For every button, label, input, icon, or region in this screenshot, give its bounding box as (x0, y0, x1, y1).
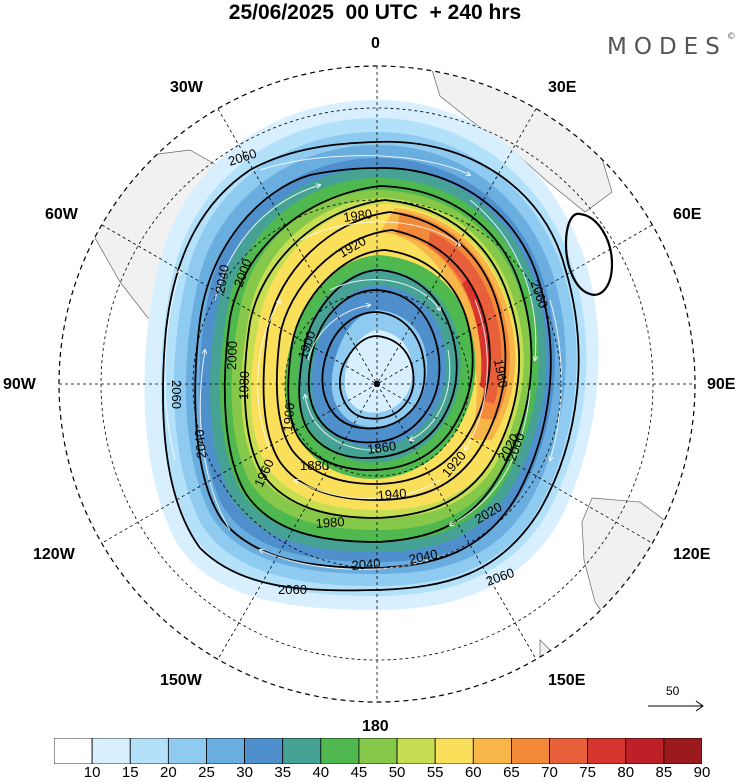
contour-1860 (339, 335, 415, 420)
longitude-label-90w: 90W (3, 376, 36, 393)
colorbar-tick-label: 25 (198, 764, 215, 781)
brand-text: MODES (607, 34, 727, 60)
contour-label: 2040 (192, 429, 209, 459)
contour-label: 1980 (236, 371, 252, 400)
wind-speed-shading (144, 100, 599, 610)
longitude-label-0: 0 (371, 35, 380, 52)
longitude-label-90e: 90E (707, 376, 736, 393)
colorbar-swatch (625, 738, 665, 764)
colorbar-swatch (549, 738, 589, 764)
contour-label: 2060 (278, 582, 307, 597)
colorbar-swatch (358, 738, 398, 764)
colorbar-swatch (244, 738, 284, 764)
longitude-label-30w: 30W (170, 79, 203, 96)
colorbar-tick-label: 55 (426, 764, 444, 781)
colorbar-swatch (472, 738, 512, 764)
map-title: 25/06/2025 00 UTC + 240 hrs (228, 1, 522, 24)
colorbar-swatch (434, 738, 474, 764)
contour-label: 1940 (377, 486, 407, 503)
colorbar-swatch (511, 738, 550, 764)
wind-streamlines (164, 155, 562, 570)
contour-label: 1980 (315, 514, 345, 531)
contour-1940 (287, 249, 474, 471)
colorbar-swatch (320, 738, 360, 764)
contour-label: 1900 (280, 402, 297, 432)
colorbar-swatch (129, 738, 169, 764)
contour-label: 2040 (212, 263, 232, 294)
colorbar-swatch (663, 738, 702, 764)
colorbar-tick-label: 30 (236, 764, 253, 781)
center-calm (344, 330, 413, 413)
colorbar-swatch (91, 738, 131, 764)
contour-label: 2060 (169, 380, 184, 409)
contour-label: 1960 (491, 358, 511, 389)
contour-label: 1860 (366, 438, 397, 457)
colorbar-tick-label: 15 (121, 764, 139, 781)
colorbar-tick-label: 70 (541, 764, 558, 781)
colorbar-tick-label: 20 (160, 764, 177, 781)
colorbar-swatch (587, 738, 627, 764)
wind-speed-colorbar (54, 738, 702, 764)
colorbar-tick-label: 75 (579, 764, 596, 781)
contour-high-60e (564, 212, 614, 296)
colorbar-tick-label: 60 (464, 764, 482, 781)
longitude-label-120e: 120E (673, 546, 711, 563)
colorbar-tick-label: 35 (274, 764, 292, 781)
colorbar-tick-label: 45 (350, 764, 368, 781)
shade-80 (462, 278, 491, 390)
map-boundary (58, 65, 696, 703)
colorbar-tick-label: 65 (503, 764, 520, 781)
contour-1900 (307, 289, 441, 444)
colorbar-tick-label: 10 (83, 764, 101, 781)
arrow-right-icon (648, 700, 704, 712)
colorbar-tick-label: 90 (693, 764, 711, 781)
colorbar-swatch (167, 738, 207, 764)
modes-logo: MODES© (607, 32, 736, 60)
contour-label: 2000 (224, 341, 240, 370)
contour-label: 2040 (408, 546, 439, 567)
colorbar-swatch (282, 738, 322, 764)
colorbar-swatch (396, 738, 436, 764)
pole-marker (374, 381, 380, 387)
longitude-label-180: 180 (362, 718, 389, 735)
contour-1880 (321, 311, 426, 430)
colorbar-tick-label: 50 (388, 764, 406, 781)
contour-2040 (194, 167, 552, 569)
colorbar-tick-label: 85 (655, 764, 673, 781)
contour-label: 1880 (300, 458, 329, 473)
longitude-label-120w: 120W (33, 546, 75, 563)
longitude-label-150e: 150E (548, 672, 586, 689)
longitude-label-30e: 30E (548, 79, 577, 96)
colorbar-tick-label: 40 (312, 764, 330, 781)
colorbar-swatch (206, 738, 245, 764)
contour-1960 (276, 229, 491, 485)
longitude-label-150w: 150W (160, 672, 202, 689)
colorbar-swatch (54, 738, 93, 764)
reference-vector-value: 50 (666, 684, 680, 698)
contour-label: 2040 (351, 556, 381, 573)
shade-75 (428, 232, 502, 404)
longitude-label-60e: 60E (673, 206, 702, 223)
longitude-label-60w: 60W (45, 206, 78, 223)
colorbar-tick-label: 80 (617, 764, 635, 781)
contour-label: 1980 (342, 206, 373, 225)
copyright-mark: © (726, 32, 736, 43)
contour-2060 (162, 140, 580, 592)
